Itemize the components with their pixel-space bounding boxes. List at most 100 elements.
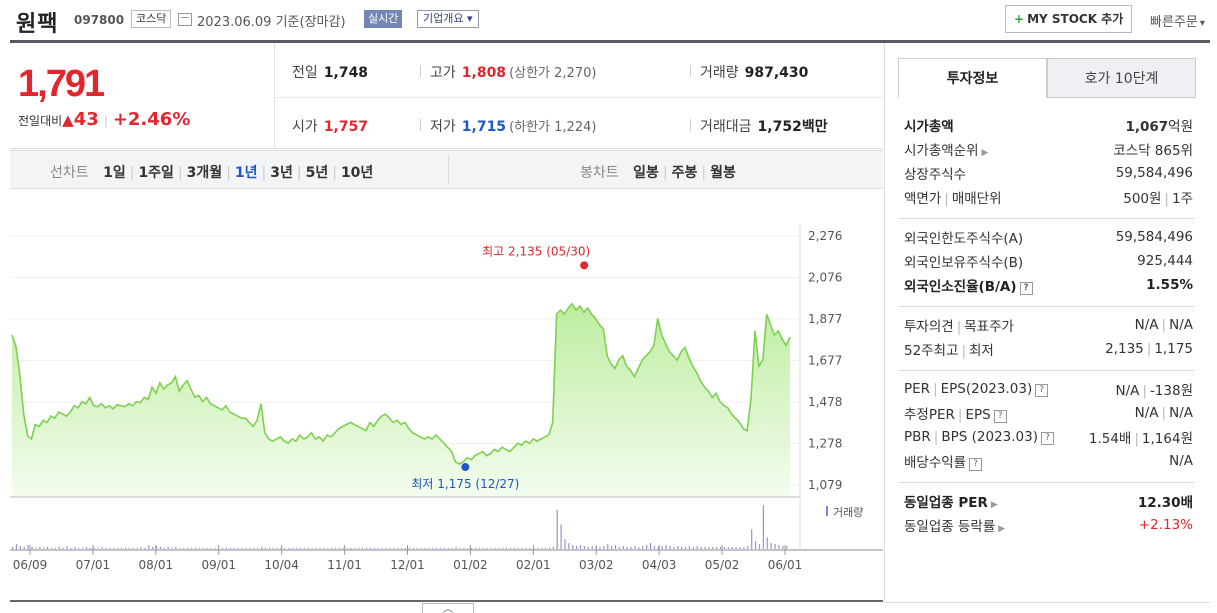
y-tick-label: 1,478: [808, 395, 842, 409]
volume-legend: 거래량: [833, 506, 863, 519]
period-line-3[interactable]: 3개월: [186, 165, 223, 181]
period-candle-2[interactable]: 주봉: [671, 165, 698, 181]
x-tick-label: 05/02: [705, 558, 740, 572]
y-tick-label: 1,278: [808, 437, 842, 451]
volume-bar: [385, 548, 387, 549]
help-icon[interactable]: ?: [969, 458, 983, 471]
volume-bar: [735, 547, 737, 549]
volume-bar: [727, 547, 729, 549]
tab-orderbook-10[interactable]: 호가 10단계: [1047, 58, 1196, 98]
volume-bar: [708, 547, 710, 549]
volume-bar: [451, 548, 453, 549]
volume-bar: [237, 548, 239, 549]
volume-bar: [552, 547, 554, 549]
volume-bar: [148, 545, 150, 549]
volume-bar: [330, 548, 333, 549]
volume-bar: [704, 547, 706, 549]
period-line-5[interactable]: 3년: [270, 165, 293, 181]
volume-bar: [39, 547, 41, 549]
volume-bar: [136, 548, 138, 549]
shares-listed-row: 상장주식수 59,584,496: [904, 165, 1193, 183]
caret-right-icon: ▶: [990, 500, 998, 510]
prev-close: 전일 1,748: [292, 65, 369, 81]
realtime-button[interactable]: 실시간: [364, 10, 403, 28]
volume-bar: [436, 548, 438, 549]
volume-bar: [74, 547, 76, 549]
volume-bar: [428, 548, 430, 549]
x-tick-label: 12/01: [390, 558, 425, 572]
volume-bar: [770, 543, 772, 549]
volume-bar: [564, 539, 566, 549]
volume-bar: [762, 505, 764, 549]
volume-bar: [167, 547, 169, 549]
high-annotation: 최고 2,135 (05/30): [482, 244, 590, 258]
period-line-4[interactable]: 1년: [234, 165, 258, 181]
help-icon[interactable]: ?: [1019, 282, 1033, 295]
volume-bar: [93, 548, 95, 549]
quick-order-dropdown[interactable]: 빠른주문: [1150, 11, 1205, 30]
help-icon[interactable]: ?: [1040, 432, 1054, 445]
volume-bar: [661, 546, 663, 549]
volume-bar: [459, 548, 461, 549]
volume-bar: [758, 544, 761, 549]
volume-bar: [202, 548, 204, 549]
info-panel: 투자정보 호가 10단계 시가총액 1,067억원 시가총액순위 ▶ 코스닥 86…: [884, 43, 1210, 603]
volume-bar: [89, 548, 91, 549]
volume-bar: [58, 547, 60, 549]
volume-bar: [401, 548, 403, 549]
x-tick-label: 08/01: [139, 558, 174, 572]
volume-bar: [420, 548, 422, 549]
low-point-marker: [461, 463, 470, 472]
high-point-marker: [580, 261, 589, 270]
volume-bar: [222, 548, 224, 549]
help-icon[interactable]: ?: [1035, 384, 1049, 397]
volume-bar: [712, 547, 714, 549]
volume-bar: [544, 548, 547, 549]
volume-bar: [548, 548, 551, 549]
volume-bar: [284, 548, 286, 549]
change-value: 43: [73, 109, 99, 130]
y-tick-label: 2,276: [808, 229, 842, 243]
volume-bar: [579, 545, 582, 549]
volume-bar: [50, 548, 53, 549]
volume-bar: [634, 546, 636, 549]
volume-bar: [264, 548, 267, 549]
period-candle-1[interactable]: 일봉: [633, 165, 659, 181]
sector-per-row[interactable]: 동일업종 PER ▶ 12.30배: [904, 495, 1193, 511]
add-mystock-button[interactable]: + MY STOCK 추가: [1005, 5, 1133, 33]
volume-bar: [155, 546, 158, 549]
volume-bar: [175, 547, 177, 549]
volume-bar: [432, 548, 434, 549]
volume-bar: [537, 548, 539, 549]
volume-bar: [482, 548, 484, 549]
volume-bar: [101, 547, 103, 549]
chart-period-bar: 선차트 1일 | 1주일 | 3개월 | 1년 | 3년 | 5년 | 10년 봉차트 일봉 | 주봉 | 월봉: [10, 150, 883, 189]
y-tick-label: 1,677: [808, 354, 842, 368]
volume-bar: [354, 548, 356, 549]
period-line-6[interactable]: 5년: [305, 165, 329, 181]
period-line-2[interactable]: 1주일: [138, 165, 174, 181]
period-line-7[interactable]: 10년: [340, 165, 374, 181]
period-candle-3[interactable]: 월봉: [710, 165, 736, 181]
volume-bar: [159, 547, 162, 549]
opinion-row: 투자의견 | 목표주가 N/A | N/A: [904, 317, 1193, 335]
volume-bar: [677, 546, 679, 549]
volume-bar: [272, 548, 274, 549]
company-overview-dropdown[interactable]: 기업개요 ▾: [417, 10, 479, 28]
help-icon[interactable]: ?: [993, 410, 1007, 423]
volume-bar: [365, 548, 368, 549]
volume: 거래량 987,430: [700, 65, 809, 81]
market-cap-rank-row[interactable]: 시가총액순위 ▶ 코스닥 865위: [904, 143, 1193, 159]
valuation-section: PER | EPS(2023.03)? N/A | -138원 추정PER | EPS? N…: [898, 371, 1195, 483]
volume-bar: [541, 548, 543, 549]
chart-collapse-handle[interactable]: ︿: [422, 603, 474, 613]
volume-bar: [292, 548, 294, 549]
sector-rate-row[interactable]: 동일업종 등락률 ▶ +2.13%: [904, 517, 1193, 535]
volume-bar: [642, 546, 644, 549]
volume-bar: [719, 547, 722, 549]
volume-bar: [377, 548, 379, 549]
period-line-1[interactable]: 1일: [103, 165, 126, 181]
volume-bar: [350, 548, 352, 549]
volume-bar: [525, 548, 527, 549]
tab-invest-info[interactable]: 투자정보: [898, 58, 1047, 98]
